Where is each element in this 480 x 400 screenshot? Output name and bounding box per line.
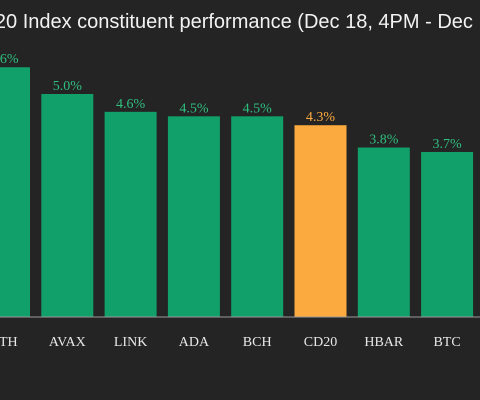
value-label-btc: 3.7% — [433, 137, 463, 152]
bar-btc — [421, 151, 474, 317]
bar-link — [104, 111, 157, 317]
bar-eth — [0, 67, 30, 318]
x-tick-bch: BCH — [243, 335, 272, 350]
value-label-bch: 4.5% — [243, 101, 273, 116]
value-label-hbar: 3.8% — [369, 133, 399, 148]
value-label-ada: 4.5% — [179, 101, 209, 116]
bar-avax — [41, 94, 94, 317]
x-tick-eth: ETH — [0, 335, 18, 350]
chart-title: CD20 Index constituent performance (Dec … — [0, 11, 473, 33]
value-label-link: 4.6% — [116, 97, 146, 112]
bars-group — [0, 67, 474, 318]
x-tick-btc: BTC — [433, 335, 460, 350]
bar-bch — [231, 116, 284, 317]
value-label-avax: 5.0% — [53, 79, 83, 94]
x-tick-ada: ADA — [179, 335, 210, 350]
bar-cd20 — [294, 125, 347, 317]
bar-ada — [167, 116, 220, 317]
x-tick-labels-group: ETH AVAX LINK ADA BCH CD20 HBAR BTC — [0, 335, 461, 350]
value-label-eth: 5.6% — [0, 52, 19, 67]
value-label-cd20: 4.3% — [306, 110, 336, 125]
x-tick-link: LINK — [114, 335, 147, 350]
x-tick-avax: AVAX — [49, 335, 86, 350]
value-labels-group: 5.6% 5.0% 4.6% 4.5% 4.5% 4.3% 3.8% 3.7% — [0, 52, 462, 152]
x-tick-hbar: HBAR — [364, 335, 404, 350]
x-tick-cd20: CD20 — [304, 335, 337, 350]
bar-hbar — [357, 147, 410, 317]
